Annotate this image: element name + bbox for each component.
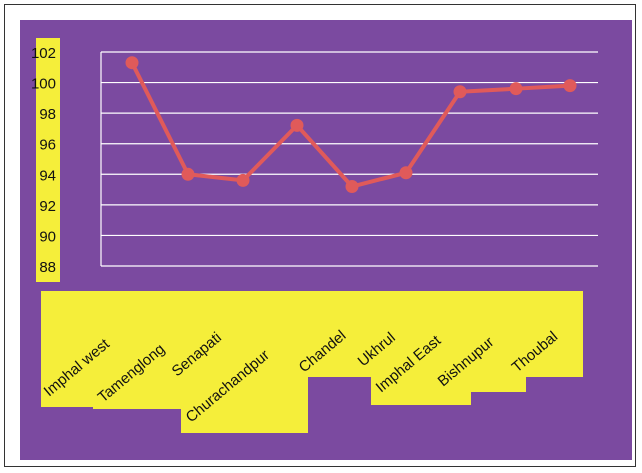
y-tick-label: 92	[39, 198, 56, 215]
y-tick-label: 102	[31, 45, 56, 62]
data-point	[563, 79, 577, 93]
y-tick-label: 90	[39, 228, 56, 245]
data-point	[453, 85, 467, 99]
y-tick-label: 94	[39, 167, 56, 184]
y-tick-label-band	[36, 38, 60, 282]
y-tick-label: 96	[39, 137, 56, 154]
data-point	[290, 118, 304, 132]
chart-frame: 102 100 98 96 94 92 90 88 Imphal west Tamenglong S…	[4, 4, 636, 467]
data-point	[509, 82, 523, 96]
x-tick-label-band	[41, 291, 583, 433]
data-point	[345, 180, 359, 194]
series-line	[130, 61, 571, 189]
data-point	[236, 173, 250, 187]
data-point	[399, 166, 413, 180]
data-point	[181, 167, 195, 181]
y-tick-label: 100	[31, 76, 56, 93]
data-point	[125, 56, 139, 70]
y-tick-label: 88	[39, 259, 56, 276]
y-tick-label: 98	[39, 106, 56, 123]
